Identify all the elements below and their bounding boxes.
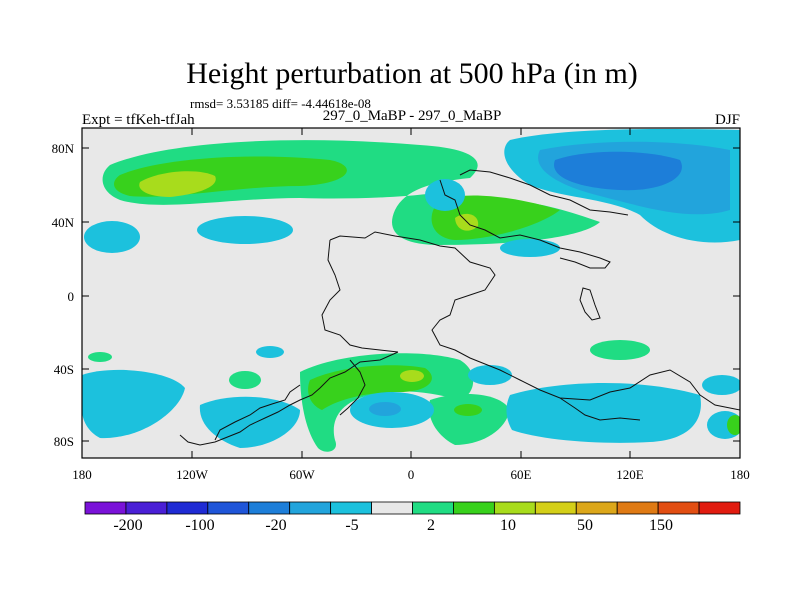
coastlines [179, 169, 740, 446]
colorbar-label: 2 [427, 517, 435, 534]
negative-anomaly-core [369, 402, 401, 416]
lon-tick-label: 60W [289, 467, 315, 482]
positive-anomaly-peak [139, 171, 216, 197]
colorbar-swatch [616, 501, 659, 515]
colorbar-label: 150 [649, 517, 673, 534]
colorbar-swatch [657, 501, 700, 515]
plot-title: Height perturbation at 500 hPa (in m) [186, 57, 638, 90]
colorbar-swatch [330, 501, 372, 515]
lon-tick-label: 180 [72, 467, 92, 482]
colorbar-swatch [166, 501, 209, 515]
lat-tick-label: 0 [68, 289, 75, 304]
lon-tick-label: 120E [616, 467, 644, 482]
case-label: 297_0_MaBP - 297_0_MaBP [323, 108, 502, 124]
stats-line: rmsd= 3.53185 diff= -4.44618e-08 [190, 96, 371, 111]
negative-anomaly-region [702, 375, 740, 395]
colorbar-swatch [412, 501, 454, 515]
colorbar-label: -100 [185, 517, 214, 534]
lat-tick-label: 40N [52, 215, 75, 230]
positive-anomaly-region [590, 340, 650, 360]
lon-tick-label: 120W [176, 467, 209, 482]
lat-tick-label: 40S [54, 362, 74, 377]
negative-anomaly-region [256, 346, 284, 358]
experiment-label: Expt = tfKeh-tfJah [82, 112, 195, 128]
contour-fill-layer [82, 129, 740, 452]
colorbar [84, 501, 741, 515]
colorbar-swatch [84, 501, 127, 515]
positive-anomaly-region [727, 415, 740, 435]
colorbar-label: 10 [500, 517, 516, 534]
positive-anomaly-region [229, 371, 261, 389]
colorbar-swatch [534, 501, 577, 515]
lat-tick-label: 80S [54, 434, 74, 449]
positive-anomaly-region [429, 394, 510, 445]
lat-tick-label: 80N [52, 141, 75, 156]
lon-tick-label: 60E [511, 467, 532, 482]
colorbar-swatch [248, 501, 291, 515]
lon-tick-label: 0 [408, 467, 415, 482]
latitude-axis: 80N 40N 0 40S 80S [52, 141, 740, 449]
negative-anomaly-region [468, 365, 512, 385]
longitude-axis: 180 120W 60W 0 60E 120E 180 [72, 128, 750, 482]
negative-anomaly-region [500, 239, 560, 257]
negative-anomaly-region [506, 382, 701, 443]
colorbar-labels: -200 -100 -20 -5 2 10 50 150 [113, 517, 673, 534]
negative-anomaly-core [554, 151, 682, 191]
season-label: DJF [715, 112, 740, 128]
positive-anomaly-core [454, 404, 482, 416]
colorbar-swatch [575, 501, 618, 515]
positive-anomaly-peak [400, 370, 424, 382]
colorbar-swatch [453, 501, 495, 515]
positive-anomaly-region [88, 352, 112, 362]
lon-tick-label: 180 [730, 467, 750, 482]
colorbar-swatch [289, 501, 332, 515]
map-panel: 80N 40N 0 40S 80S 180 120W 60W 0 60E 120… [52, 127, 750, 482]
colorbar-swatch [698, 501, 741, 515]
negative-anomaly-region [199, 396, 300, 448]
negative-anomaly-region [84, 221, 140, 253]
colorbar-label: 50 [577, 517, 593, 534]
colorbar-label: -5 [345, 517, 358, 534]
colorbar-swatch [371, 501, 413, 515]
negative-anomaly-region [197, 216, 293, 244]
colorbar-swatch [493, 501, 536, 515]
negative-anomaly-region [82, 369, 185, 439]
colorbar-swatch [207, 501, 250, 515]
colorbar-swatch [125, 501, 168, 515]
colorbar-label: -20 [265, 517, 286, 534]
colorbar-label: -200 [113, 517, 142, 534]
